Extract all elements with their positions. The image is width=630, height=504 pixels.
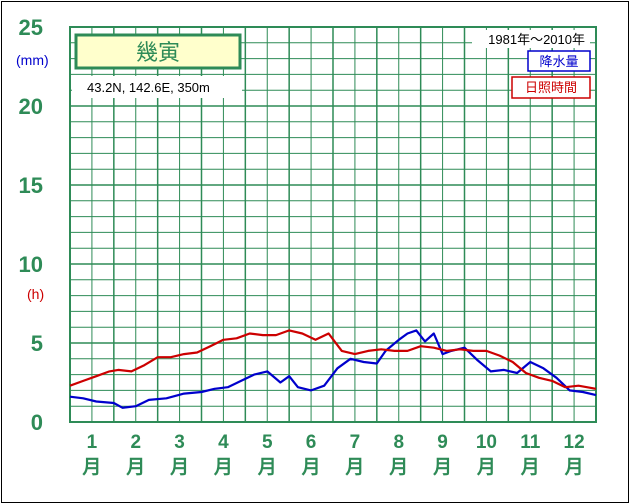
period-label: 1981年〜2010年: [488, 32, 585, 47]
month-number-label: 5: [262, 432, 273, 453]
month-unit-label: 月: [564, 457, 584, 478]
month-number-label: 9: [437, 432, 448, 453]
month-unit-label: 月: [301, 457, 321, 478]
y-tick-label: 10: [19, 252, 43, 277]
station-info-bg: [72, 76, 242, 98]
y-tick-label: 25: [19, 15, 43, 40]
month-unit-label: 月: [388, 457, 408, 478]
month-number-label: 3: [174, 432, 185, 453]
station-name: 幾寅: [136, 40, 180, 65]
y-tick-label: 0: [31, 410, 43, 435]
y-tick-label: 15: [19, 173, 43, 198]
station-title-box: [74, 33, 242, 70]
month-number-label: 6: [306, 432, 317, 453]
y-tick-label: 5: [31, 331, 43, 356]
month-unit-label: 月: [520, 457, 540, 478]
y-tick-label: 20: [19, 94, 43, 119]
legend-sunshine-label: 日照時間: [525, 80, 577, 95]
month-unit-label: 月: [257, 457, 277, 478]
month-unit-label: 月: [81, 457, 101, 478]
month-unit-label: 月: [432, 457, 452, 478]
station-coords: 43.2N, 142.6E, 350m: [87, 80, 210, 95]
month-number-label: 2: [130, 432, 141, 453]
precip-unit-label: (mm): [16, 52, 49, 68]
month-unit-label: 月: [169, 457, 189, 478]
month-unit-label: 月: [344, 457, 364, 478]
month-number-label: 4: [218, 432, 229, 453]
month-unit-label: 月: [213, 457, 233, 478]
month-number-label: 12: [564, 432, 585, 453]
sunshine-unit-label: (h): [27, 286, 44, 302]
month-number-label: 11: [520, 432, 541, 453]
y-axis-ticks: 25 20 15 10 5 0: [19, 15, 43, 435]
month-unit-label: 月: [125, 457, 145, 478]
precip-line: [69, 329, 597, 409]
legend-precip-label: 降水量: [539, 54, 578, 69]
period-bg: [472, 30, 590, 48]
sunshine-line: [69, 329, 597, 390]
month-unit-label: 月: [476, 457, 496, 478]
series-lines: [69, 329, 597, 409]
month-number-label: 10: [476, 432, 497, 453]
month-number-label: 7: [350, 432, 361, 453]
month-number-label: 1: [87, 432, 98, 453]
x-axis-months: 1 月 2 月 3 月 4 月 5 月 6 月 7 月 8 月 9 月 10 月 11 月 12 月: [81, 432, 584, 478]
month-number-label: 8: [393, 432, 404, 453]
legend-precip-box: [527, 50, 591, 72]
legend-sunshine-box: [511, 76, 591, 99]
